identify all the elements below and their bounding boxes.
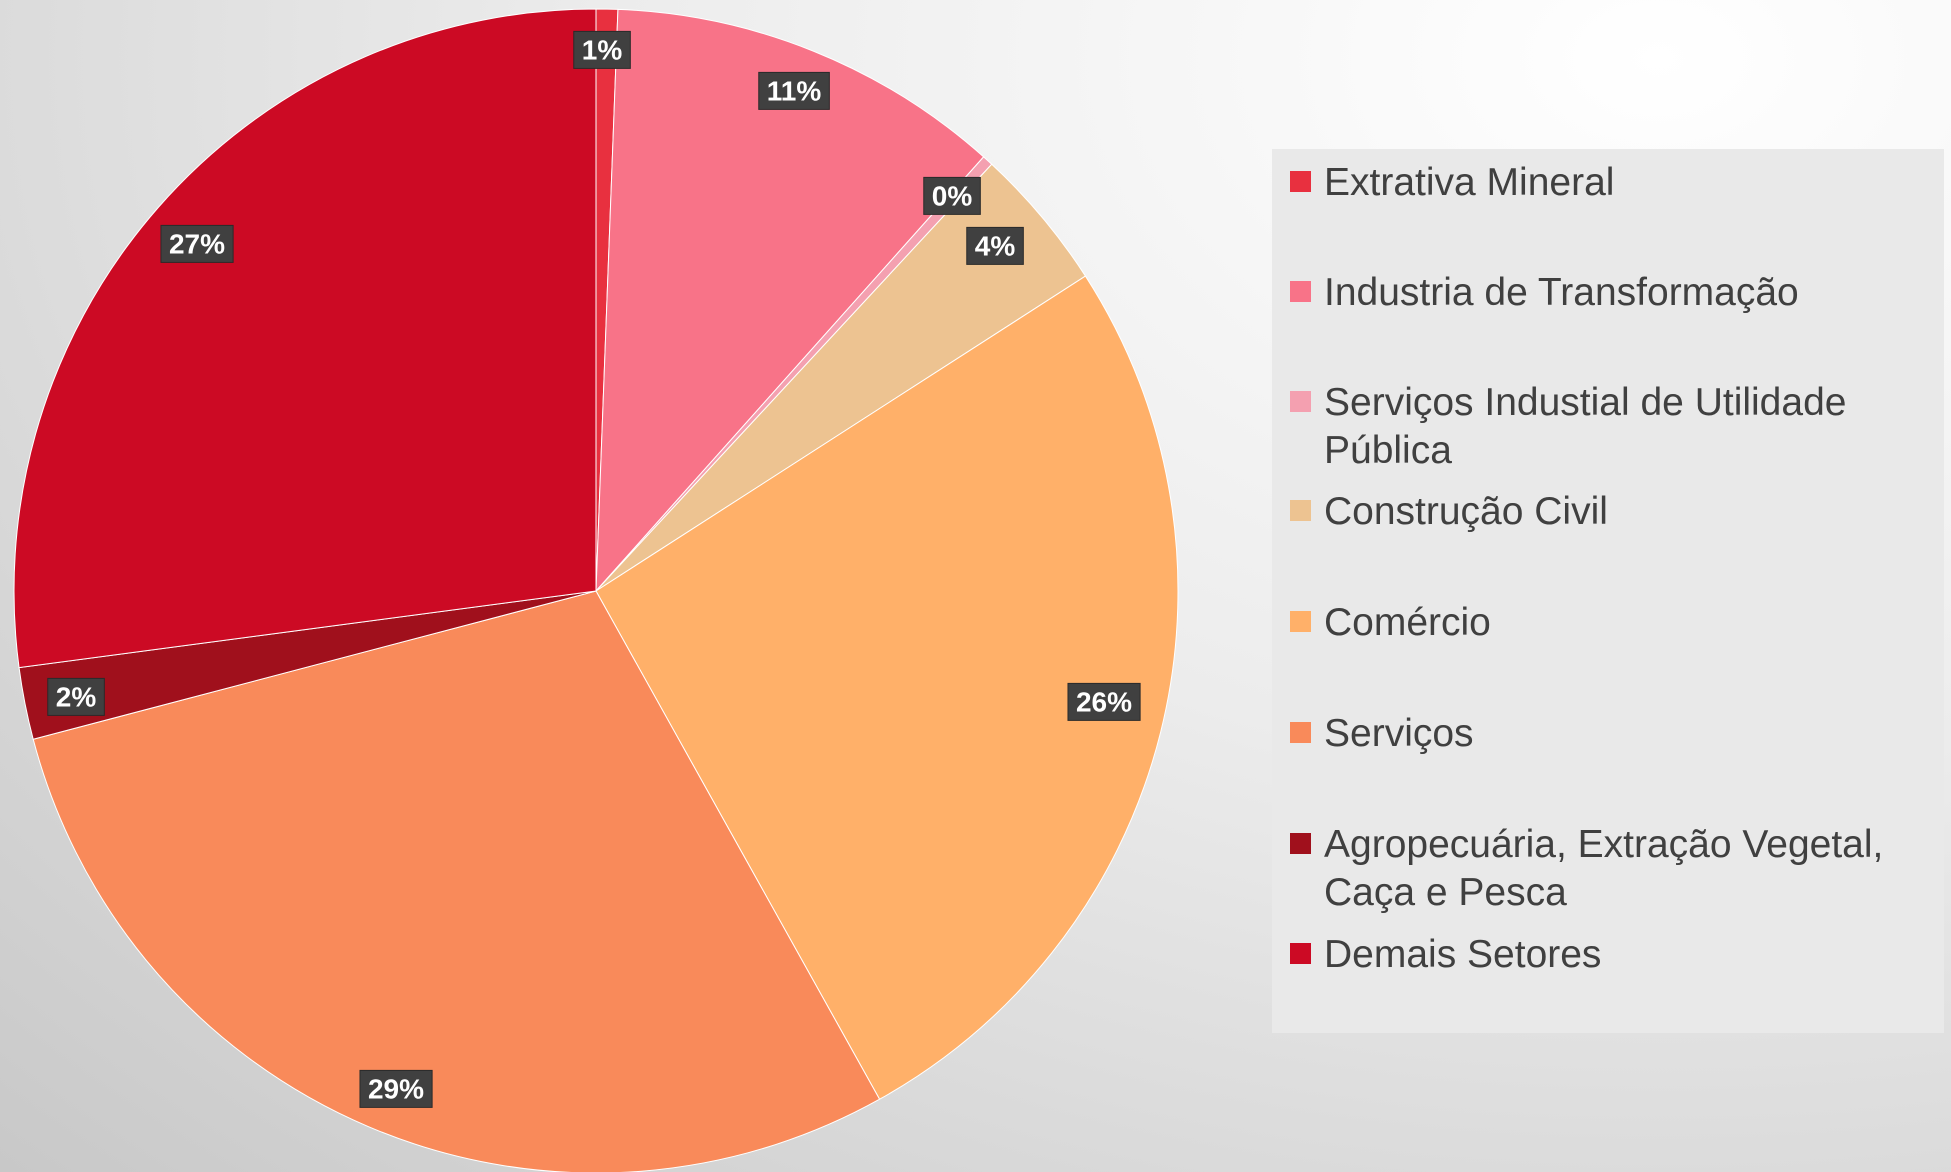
data-label-box — [573, 30, 631, 69]
data-label-box — [758, 71, 830, 110]
legend-swatch — [1290, 833, 1311, 854]
data-label-text: 1% — [582, 34, 623, 65]
legend-swatch — [1290, 943, 1311, 964]
legend-swatch — [1290, 611, 1311, 632]
data-label-box — [359, 1069, 433, 1108]
data-label-text: 4% — [975, 230, 1016, 261]
data-label-box — [966, 226, 1024, 265]
data-label: 11% — [758, 71, 830, 110]
legend: Extrativa Mineral Industria de Transforma… — [1272, 149, 1944, 1033]
pie-slice — [595, 275, 1179, 1100]
legend-item: Agropecuária, Extração Vegetal, Caça e P… — [1290, 821, 1930, 917]
data-label-box — [923, 176, 981, 215]
legend-label: Agropecuária, Extração Vegetal, Caça e P… — [1324, 823, 1884, 914]
legend-label: Extrativa Mineral — [1324, 161, 1615, 204]
data-label-text: 27% — [169, 228, 225, 259]
legend-item: Serviços Industial de Utilidade Pública — [1290, 379, 1930, 475]
legend-swatch — [1290, 171, 1311, 192]
data-label-text: 26% — [1076, 686, 1132, 717]
legend-item: Construção Civil — [1290, 488, 1930, 536]
legend-label: Serviços — [1324, 712, 1474, 755]
pie-slice — [13, 8, 597, 669]
legend-swatch — [1290, 722, 1311, 743]
legend-label: Industria de Transformação — [1324, 271, 1799, 314]
pie-slice — [595, 8, 985, 593]
legend-swatch — [1290, 391, 1311, 412]
data-label: 1% — [573, 30, 631, 69]
legend-swatch — [1290, 500, 1311, 521]
data-label: 0% — [923, 176, 981, 215]
data-label: 2% — [47, 677, 105, 716]
data-label-text: 29% — [368, 1073, 424, 1104]
pie-slice — [32, 590, 881, 1172]
data-label: 4% — [966, 226, 1024, 265]
legend-item: Extrativa Mineral — [1290, 159, 1930, 207]
data-label-text: 2% — [56, 681, 97, 712]
legend-item: Comércio — [1290, 599, 1930, 647]
legend-label: Demais Setores — [1324, 933, 1602, 976]
legend-item: Industria de Transformação — [1290, 269, 1930, 317]
legend-item: Serviços — [1290, 710, 1930, 758]
legend-label: Construção Civil — [1324, 490, 1608, 533]
data-label: 29% — [359, 1069, 433, 1108]
data-label: 27% — [160, 224, 234, 263]
data-label-box — [47, 677, 105, 716]
data-label-box — [1067, 682, 1141, 721]
data-label-text: 0% — [932, 180, 973, 211]
data-label: 26% — [1067, 682, 1141, 721]
legend-item: Demais Setores — [1290, 931, 1930, 979]
data-label-text: 11% — [767, 75, 822, 106]
legend-swatch — [1290, 281, 1311, 302]
legend-label: Comércio — [1324, 601, 1491, 644]
data-label-box — [160, 224, 234, 263]
legend-label: Serviços Industial de Utilidade Pública — [1324, 381, 1847, 472]
